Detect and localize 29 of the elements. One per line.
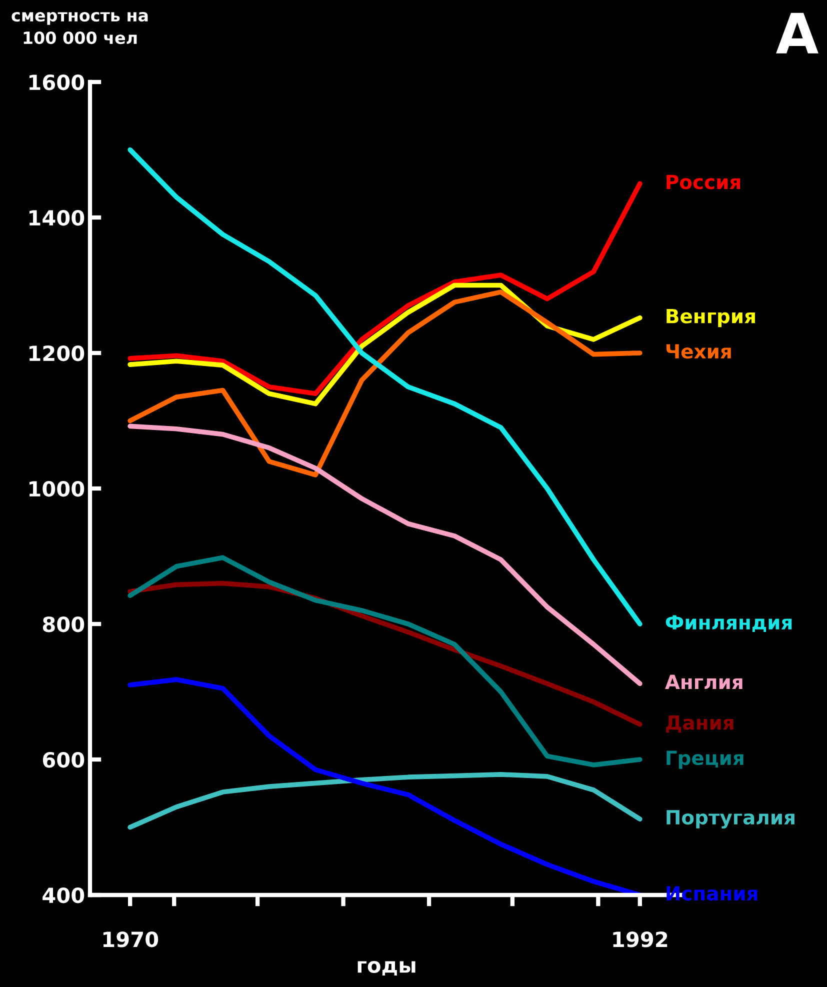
text: A [776, 12, 818, 54]
series-label: Англия [664, 674, 742, 689]
x-tick-label: 1992 [613, 931, 668, 948]
line-series [128, 282, 642, 406]
series-label: Чехия [666, 344, 731, 359]
y-tick-label: 1600 [30, 74, 84, 90]
series-label: Россия [666, 174, 740, 190]
y-axis-title: смертность на 100 000 чел [12, 12, 148, 44]
y-tick-label: 1400 [30, 210, 84, 226]
y-tick-label: 600 [42, 752, 84, 768]
line-series [128, 555, 642, 768]
series-label: Дания [666, 715, 734, 733]
x-tick-label: 1970 [103, 931, 158, 948]
y-tick-label: 1000 [30, 480, 84, 497]
line-series [128, 772, 642, 830]
y-tick-label: 1200 [30, 345, 84, 362]
series-label: Португалия [666, 810, 794, 829]
x-axis-title: годы [358, 960, 416, 976]
y-tick-label: 800 [42, 616, 84, 632]
series-label: Греция [666, 750, 744, 769]
y-tick-label: 400 [42, 887, 84, 904]
line-series [128, 147, 642, 626]
line-series [128, 181, 642, 396]
series-label: Венгрия [666, 308, 755, 328]
line-series [128, 677, 642, 895]
line-series [128, 290, 642, 478]
line-series [128, 424, 642, 686]
series-label: Финляндия [666, 615, 792, 632]
series-label: Испания [666, 886, 758, 901]
